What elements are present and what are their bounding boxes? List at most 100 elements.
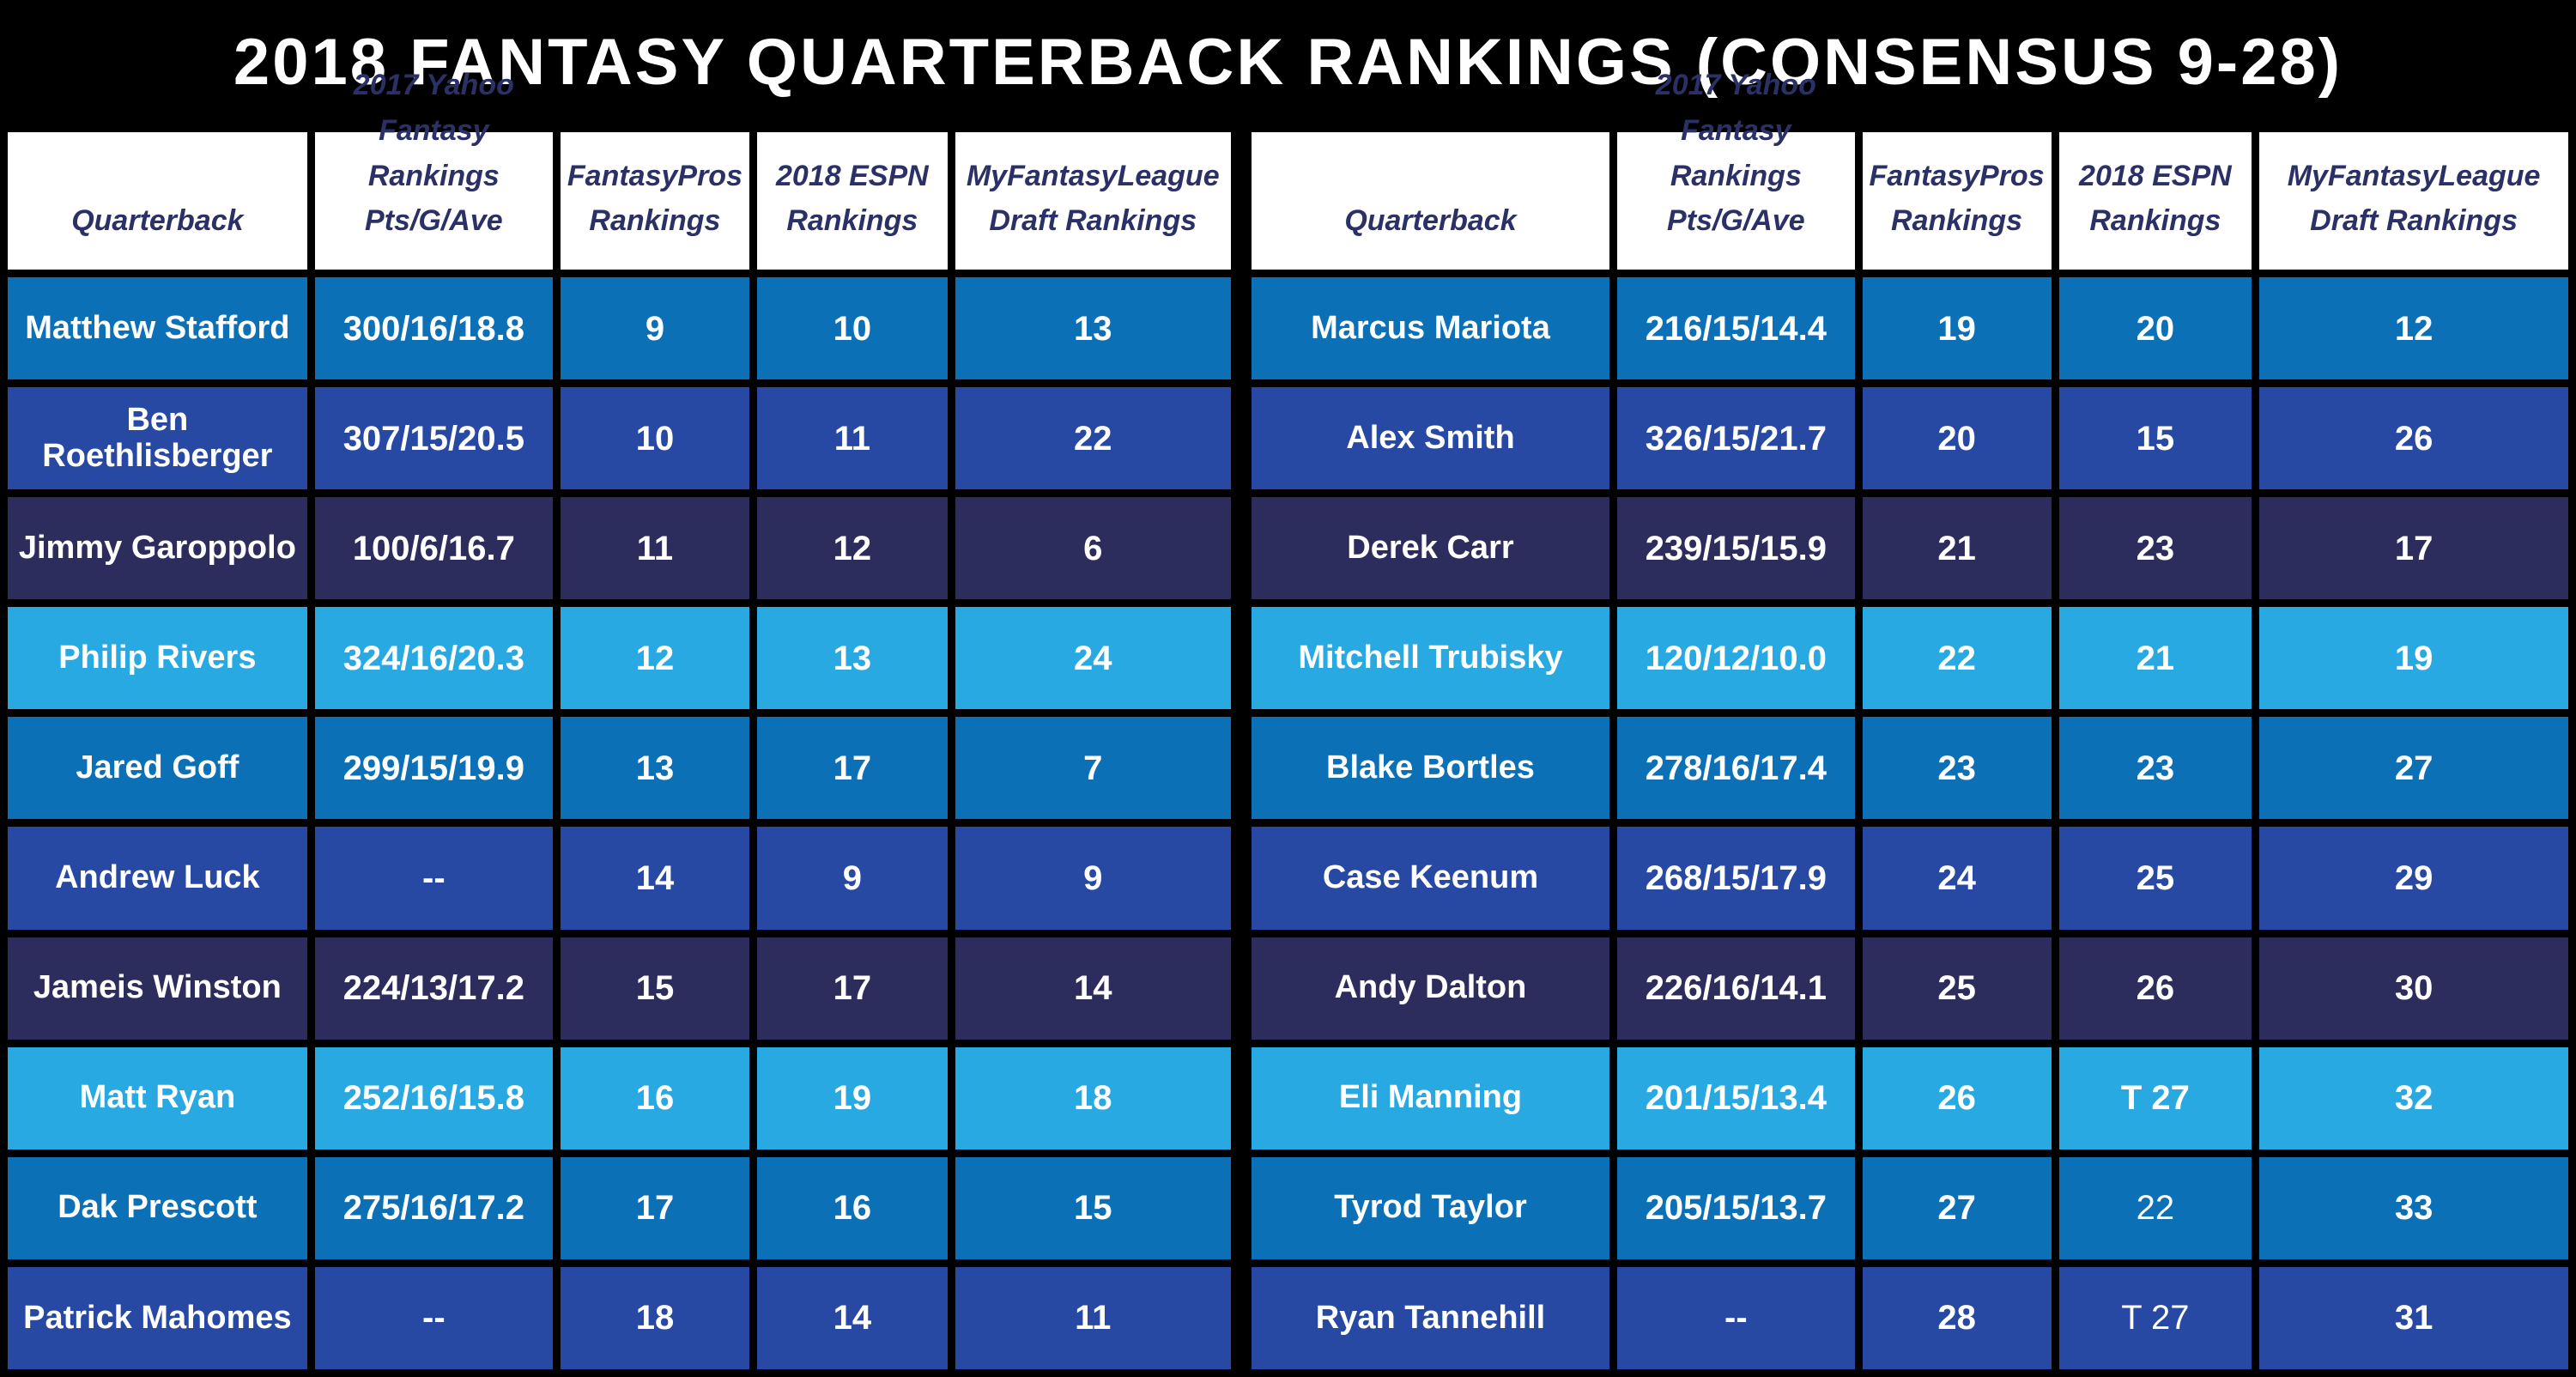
cell-yahoo: 226/16/14.1 <box>1617 937 1855 1040</box>
cell-fantasypros: 23 <box>1862 717 2052 820</box>
cell-yahoo: 100/6/16.7 <box>314 497 553 600</box>
column-header-line: Pts/G/Ave <box>1667 204 1805 238</box>
cell-yahoo: 299/15/19.9 <box>314 717 553 820</box>
cell-yahoo: 275/16/17.2 <box>314 1156 553 1259</box>
cell-espn: 22 <box>2058 1156 2252 1259</box>
cell-espn: 19 <box>757 1046 948 1150</box>
cell-mfl: 30 <box>2259 937 2568 1040</box>
cell-espn: 16 <box>757 1156 948 1259</box>
column-header-line: Quarterback <box>71 204 244 238</box>
column-header-fantasypros: FantasyPros Rankings <box>560 132 749 270</box>
cell-mfl: 27 <box>2259 717 2568 820</box>
player-name-cell: Alex Smith <box>1251 387 1610 490</box>
column-header-yahoo: 2017 Yahoo Fantasy Rankings Pts/G/Ave <box>1617 69 1855 270</box>
cell-fantasypros: 16 <box>560 1046 749 1150</box>
cell-fantasypros: 27 <box>1862 1156 2052 1259</box>
cell-yahoo: 205/15/13.7 <box>1617 1156 1855 1259</box>
cell-yahoo: 324/16/20.3 <box>314 607 553 710</box>
cell-yahoo: 201/15/13.4 <box>1617 1046 1855 1150</box>
cell-fantasypros: 11 <box>560 497 749 600</box>
column-header-line: Draft Rankings <box>2310 204 2518 238</box>
cell-fantasypros: 22 <box>1862 607 2052 710</box>
cell-fantasypros: 15 <box>560 937 749 1040</box>
column-header-mfl: MyFantasyLeague Draft Rankings <box>955 132 1231 270</box>
table-divider <box>1238 124 1244 1377</box>
cell-fantasypros: 18 <box>560 1266 749 1369</box>
player-name-cell: Andy Dalton <box>1251 937 1610 1040</box>
cell-espn: 17 <box>757 717 948 820</box>
cell-yahoo: 239/15/15.9 <box>1617 497 1855 600</box>
cell-yahoo: 326/15/21.7 <box>1617 387 1855 490</box>
cell-espn: 12 <box>757 497 948 600</box>
cell-yahoo: 224/13/17.2 <box>314 937 553 1040</box>
player-name-cell: Jameis Winston <box>8 937 307 1040</box>
column-header-line: Quarterback <box>1344 204 1517 238</box>
column-header-line: Rankings <box>589 204 721 238</box>
cell-mfl: 26 <box>2259 387 2568 490</box>
cell-mfl: 18 <box>955 1046 1231 1150</box>
player-name-cell: Jimmy Garoppolo <box>8 497 307 600</box>
column-header-line: Rankings <box>1891 204 2023 238</box>
player-name-cell: Case Keenum <box>1251 827 1610 930</box>
cell-mfl: 14 <box>955 937 1231 1040</box>
cell-espn: 17 <box>757 937 948 1040</box>
cell-espn: 23 <box>2058 497 2252 600</box>
cell-fantasypros: 17 <box>560 1156 749 1259</box>
cell-espn: 11 <box>757 387 948 490</box>
cell-yahoo: -- <box>314 1266 553 1369</box>
cell-mfl: 33 <box>2259 1156 2568 1259</box>
cell-fantasypros: 26 <box>1862 1046 2052 1150</box>
column-header-line: MyFantasyLeague <box>966 159 1220 192</box>
cell-espn: 14 <box>757 1266 948 1369</box>
cell-mfl: 22 <box>955 387 1231 490</box>
player-name-cell: Ryan Tannehill <box>1251 1266 1610 1369</box>
column-header-line: Draft Rankings <box>989 204 1197 238</box>
cell-fantasypros: 25 <box>1862 937 2052 1040</box>
cell-yahoo: 268/15/17.9 <box>1617 827 1855 930</box>
column-header-line: MyFantasyLeague <box>2287 159 2541 192</box>
cell-yahoo: 307/15/20.5 <box>314 387 553 490</box>
player-name-cell: Tyrod Taylor <box>1251 1156 1610 1259</box>
cell-yahoo: 120/12/10.0 <box>1617 607 1855 710</box>
player-name-cell: Matt Ryan <box>8 1046 307 1150</box>
cell-mfl: 7 <box>955 717 1231 820</box>
player-name-cell: Andrew Luck <box>8 827 307 930</box>
cell-fantasypros: 13 <box>560 717 749 820</box>
column-header-espn: 2018 ESPN Rankings <box>757 132 948 270</box>
cell-yahoo: 300/16/18.8 <box>314 277 553 380</box>
cell-mfl: 32 <box>2259 1046 2568 1150</box>
player-name-cell: Ben Roethlisberger <box>8 387 307 490</box>
cell-mfl: 12 <box>2259 277 2568 380</box>
cell-fantasypros: 24 <box>1862 827 2052 930</box>
cell-fantasypros: 28 <box>1862 1266 2052 1369</box>
cell-fantasypros: 14 <box>560 827 749 930</box>
cell-mfl: 15 <box>955 1156 1231 1259</box>
column-header-line: 2017 Yahoo <box>1655 69 1816 102</box>
cell-espn: 20 <box>2058 277 2252 380</box>
column-header-fantasypros: FantasyPros Rankings <box>1862 132 2052 270</box>
column-header-line: Pts/G/Ave <box>365 204 503 238</box>
player-name-cell: Eli Manning <box>1251 1046 1610 1150</box>
cell-espn: 26 <box>2058 937 2252 1040</box>
rankings-table-left: Quarterback 2017 Yahoo Fantasy Rankings Pts… <box>0 69 1239 1377</box>
cell-mfl: 17 <box>2259 497 2568 600</box>
cell-mfl: 31 <box>2259 1266 2568 1369</box>
cell-mfl: 6 <box>955 497 1231 600</box>
cell-espn: 23 <box>2058 717 2252 820</box>
column-header-line: FantasyPros <box>1869 159 2045 192</box>
title-bar: 2018 FANTASY QUARTERBACK RANKINGS (CONSE… <box>0 0 2576 124</box>
column-header-line: 2017 Yahoo <box>353 69 514 102</box>
column-header-quarterback: Quarterback <box>1251 132 1610 270</box>
column-header-quarterback: Quarterback <box>8 132 307 270</box>
cell-fantasypros: 10 <box>560 387 749 490</box>
cell-yahoo: 216/15/14.4 <box>1617 277 1855 380</box>
cell-fantasypros: 9 <box>560 277 749 380</box>
cell-espn: T 27 <box>2058 1266 2252 1369</box>
column-header-line: Fantasy Rankings <box>367 113 500 192</box>
cell-yahoo: -- <box>1617 1266 1855 1369</box>
cell-yahoo: -- <box>314 827 553 930</box>
column-header-espn: 2018 ESPN Rankings <box>2058 132 2252 270</box>
column-header-mfl: MyFantasyLeague Draft Rankings <box>2259 132 2568 270</box>
cell-espn: 21 <box>2058 607 2252 710</box>
